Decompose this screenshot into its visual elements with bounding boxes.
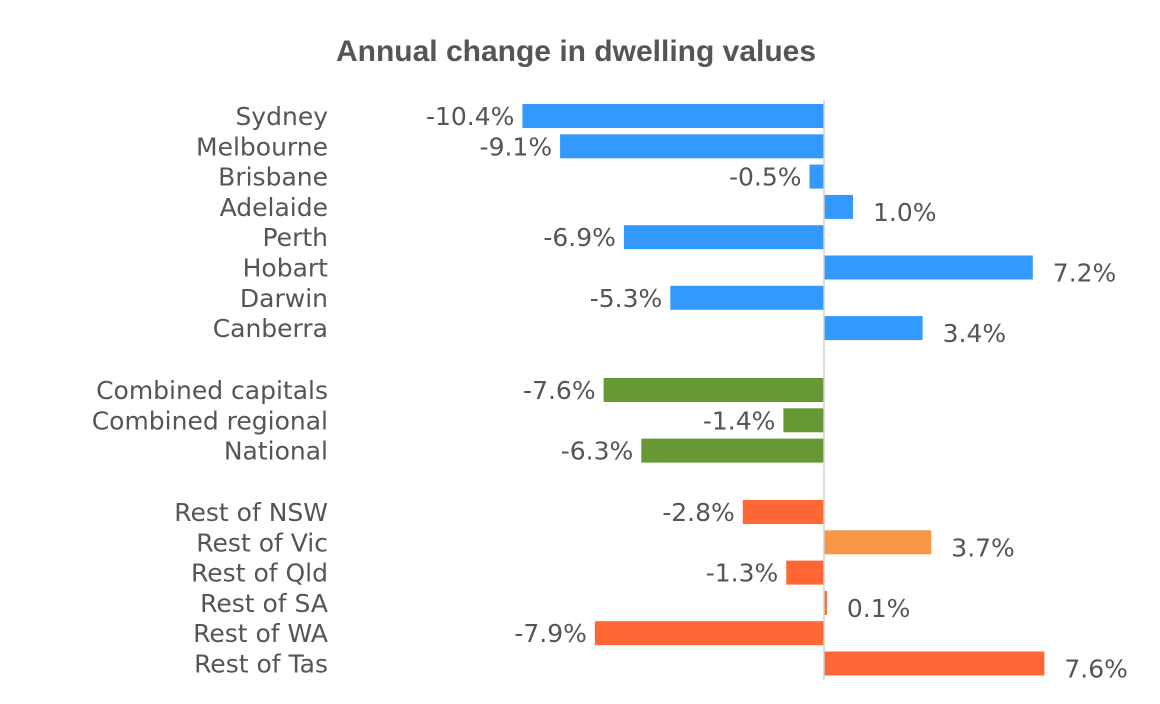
bar-rest-of-wa	[594, 621, 824, 646]
bar-rest-of-tas	[824, 651, 1045, 676]
category-label-canberra: Canberra	[213, 314, 328, 343]
bar-rest-of-qld	[786, 560, 824, 585]
bars-layer	[522, 104, 1045, 676]
category-label-rest-of-nsw: Rest of NSW	[174, 498, 328, 527]
bar-national	[641, 438, 824, 463]
category-labels: SydneyMelbourneBrisbaneAdelaidePerthHoba…	[92, 102, 328, 679]
category-label-melbourne: Melbourne	[196, 132, 328, 161]
bar-darwin	[670, 285, 824, 310]
bar-rest-of-vic	[824, 530, 932, 555]
category-label-darwin: Darwin	[240, 284, 328, 313]
category-label-combined-regional: Combined regional	[92, 406, 328, 435]
data-label-canberra: 3.4%	[943, 319, 1007, 348]
bar-canberra	[824, 316, 923, 341]
data-labels: -10.4%-9.1% -0.5% 1.0% -6.9% 7.2% -5.3% 3.4% -7…	[426, 102, 1128, 684]
category-label-rest-of-tas: Rest of Tas	[194, 650, 328, 679]
category-label-rest-of-wa: Rest of WA	[193, 619, 328, 648]
data-label-brisbane: -0.5%	[729, 163, 802, 192]
data-label-melbourne: -9.1%	[480, 132, 553, 161]
data-label-sydney: -10.4%	[426, 102, 514, 131]
category-label-perth: Perth	[263, 223, 329, 252]
category-label-combined-capitals: Combined capitals	[96, 376, 328, 405]
bar-rest-of-sa	[824, 590, 827, 615]
category-label-rest-of-vic: Rest of Vic	[196, 528, 328, 557]
data-label-hobart: 7.2%	[1053, 259, 1117, 288]
data-label-rest-of-wa: -7.9%	[514, 619, 587, 648]
bar-hobart	[824, 255, 1033, 280]
bar-combined-capitals	[603, 378, 824, 402]
category-label-adelaide: Adelaide	[220, 193, 328, 222]
category-label-rest-of-qld: Rest of Qld	[191, 559, 328, 588]
category-label-national: National	[224, 437, 328, 466]
category-label-rest-of-sa: Rest of SA	[200, 589, 328, 618]
data-label-rest-of-vic: 3.7%	[951, 533, 1015, 562]
bar-melbourne	[560, 134, 824, 159]
category-label-sydney: Sydney	[235, 102, 328, 131]
bar-perth	[623, 225, 824, 250]
bar-brisbane	[809, 164, 824, 189]
data-label-darwin: -5.3%	[590, 284, 663, 313]
data-label-rest-of-qld: -1.3%	[706, 559, 779, 588]
data-label-combined-regional: -1.4%	[703, 406, 776, 435]
data-label-perth: -6.9%	[543, 223, 616, 252]
data-label-rest-of-nsw: -2.8%	[662, 498, 735, 527]
data-label-national: -6.3%	[561, 437, 634, 466]
bar-adelaide	[824, 194, 853, 219]
bar-rest-of-nsw	[742, 500, 824, 524]
data-label-rest-of-tas: 7.6%	[1064, 655, 1128, 684]
data-label-rest-of-sa: 0.1%	[847, 594, 911, 623]
category-label-brisbane: Brisbane	[218, 163, 328, 192]
bar-combined-regional	[783, 408, 824, 433]
data-label-adelaide: 1.0%	[873, 198, 937, 227]
data-label-combined-capitals: -7.6%	[523, 376, 596, 405]
bar-sydney	[522, 104, 824, 128]
chart-title: Annual change in dwelling values	[336, 35, 816, 68]
category-label-hobart: Hobart	[243, 254, 329, 283]
